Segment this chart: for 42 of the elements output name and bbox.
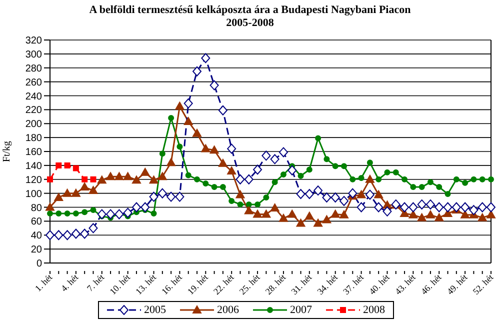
legend-label: 2008 xyxy=(363,304,385,316)
y-tick-label: 260 xyxy=(25,77,42,88)
x-tick-label: 16. hét xyxy=(160,272,184,297)
y-tick-label: 100 xyxy=(25,188,42,200)
y-tick-label: 20 xyxy=(30,244,42,256)
y-tick-label: 280 xyxy=(25,63,42,74)
x-tick-label: 25. hét xyxy=(237,272,262,297)
x-tick-label: 37. hét xyxy=(341,272,366,297)
x-tick-label: 28. hét xyxy=(263,272,288,297)
x-tick-label: 4. hét xyxy=(58,272,81,294)
x-tick-label: 49. hét xyxy=(444,272,470,297)
x-tick-label: 7. hét xyxy=(84,272,106,294)
y-tick-label: 120 xyxy=(25,174,42,186)
y-tick-label: 180 xyxy=(25,133,42,144)
legend-label: 2006 xyxy=(217,304,239,316)
x-tick-label: 19. hét xyxy=(185,272,210,297)
x-tick-label: 10. hét xyxy=(108,272,132,297)
legend-label: 2005 xyxy=(144,304,166,316)
legend-label: 2007 xyxy=(290,304,312,316)
y-tick-label: 300 xyxy=(25,49,42,60)
y-tick-label: 40 xyxy=(30,230,42,242)
x-tick-label: 34. hét xyxy=(315,272,340,297)
x-tick-label: 52. hét xyxy=(470,272,496,297)
y-axis-title: Ft/kg xyxy=(2,140,13,162)
x-tick-label: 40. hét xyxy=(367,272,392,297)
x-tick-label: 46. hét xyxy=(418,272,444,297)
y-tick-label: 60 xyxy=(30,216,42,228)
y-tick-label: 80 xyxy=(30,202,42,214)
x-tick-label: 1. hét xyxy=(33,272,55,294)
y-tick-label: 240 xyxy=(25,91,42,102)
y-tick-label: 0 xyxy=(36,258,42,270)
x-tick-label: 43. hét xyxy=(393,272,418,297)
chart-title: A belföldi termesztésű kelkáposzta ára a Budapesti Nagybani Piacon xyxy=(88,4,412,17)
y-tick-label: 200 xyxy=(25,119,42,130)
chart-subtitle: 2005-2008 xyxy=(225,17,275,30)
y-tick-label: 140 xyxy=(25,160,42,172)
y-tick-label: 160 xyxy=(25,147,42,158)
y-tick-label: 220 xyxy=(25,105,42,116)
x-tick-label: 22. hét xyxy=(211,272,236,297)
x-tick-label: 31. hét xyxy=(289,272,314,297)
x-tick-label: 13. hét xyxy=(134,272,158,297)
y-tick-label: 320 xyxy=(25,36,42,47)
